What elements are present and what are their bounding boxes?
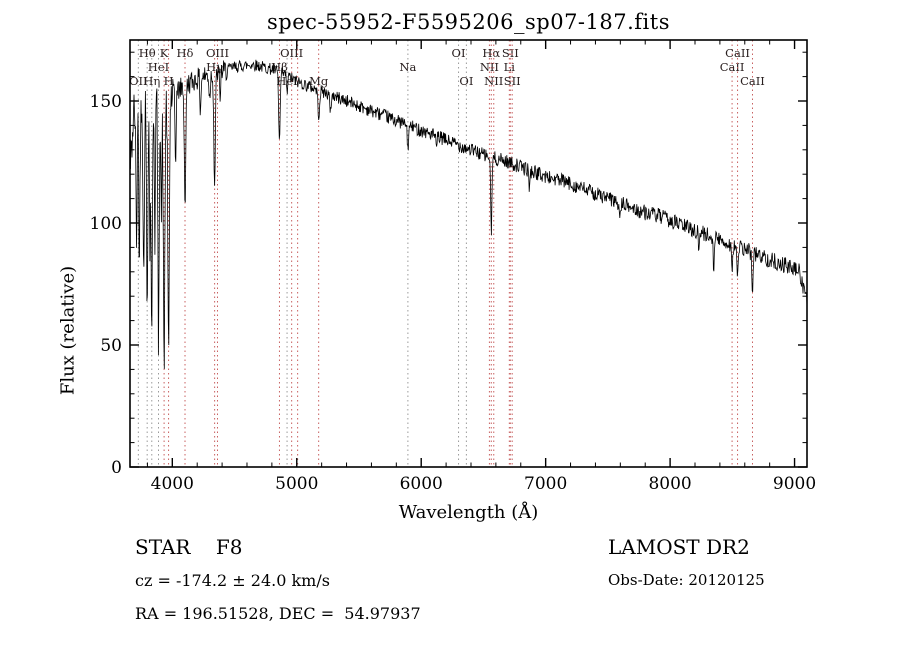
chart-title: spec-55952-F5595206_sp07-187.fits [266,10,670,34]
y-tick-label: 50 [100,336,122,356]
spectral-line-label: HeI [148,60,169,74]
spectral-line-label: NII [484,74,503,88]
x-tick-label: 8000 [648,474,691,494]
spectral-line-label: CaII [740,74,765,88]
spectral-line-label: Na [399,60,416,74]
spectral-line-label: Hα [482,46,500,60]
x-tick-label: 5000 [275,474,318,494]
x-tick-label: 4000 [151,474,194,494]
spectral-line-label: OIII [206,46,229,60]
y-tick-label: 0 [111,458,122,478]
spectral-line-label: Li [504,60,516,74]
spectral-line-label: Mg [309,74,329,88]
y-tick-label: 150 [90,92,122,112]
spectral-line-label: H [164,74,174,88]
spectral-line-label: Hθ [139,46,156,60]
spectral-line-label: SII [502,46,519,60]
spectral-line-label: NII [480,60,499,74]
spectral-line-label: CaII [725,46,750,60]
coordinates: RA = 196.51528, DEC = 54.97937 [135,604,421,623]
radial-velocity: cz = -174.2 ± 24.0 km/s [135,571,330,590]
x-tick-label: 6000 [400,474,443,494]
plot-frame [129,39,808,468]
spectral-line-label: Hη [143,74,160,88]
spectral-line-label: OIII [280,46,303,60]
x-tick-label: 7000 [524,474,567,494]
spectral-line-label: Hδ [177,46,194,60]
spectral-line-label: SII [504,74,521,88]
y-axis-label: Flux (relative) [57,265,79,396]
spectral-line-label: HeI [276,74,297,88]
obs-date: Obs-Date: 20120125 [608,571,765,589]
y-tick-label: 100 [90,214,122,234]
spectral-line-label: K [160,46,169,60]
spectral-line-label: OI [459,74,473,88]
spectrum-plot: OIIHθHηHeIKHHδHγOIIIHβHeIOIIIMgNaOIOINII… [90,39,816,494]
x-axis-label: Wavelength (Å) [398,502,539,523]
spectral-line-label: CaII [720,60,745,74]
spectral-line-label: Hγ [206,60,223,74]
object-classification: STAR F8 [135,535,243,559]
spectral-line-label: OI [452,46,466,60]
survey-release: LAMOST DR2 [608,535,750,559]
spectral-line-label: OII [129,74,148,88]
x-tick-label: 9000 [773,474,816,494]
spectrum-trace [130,59,807,369]
